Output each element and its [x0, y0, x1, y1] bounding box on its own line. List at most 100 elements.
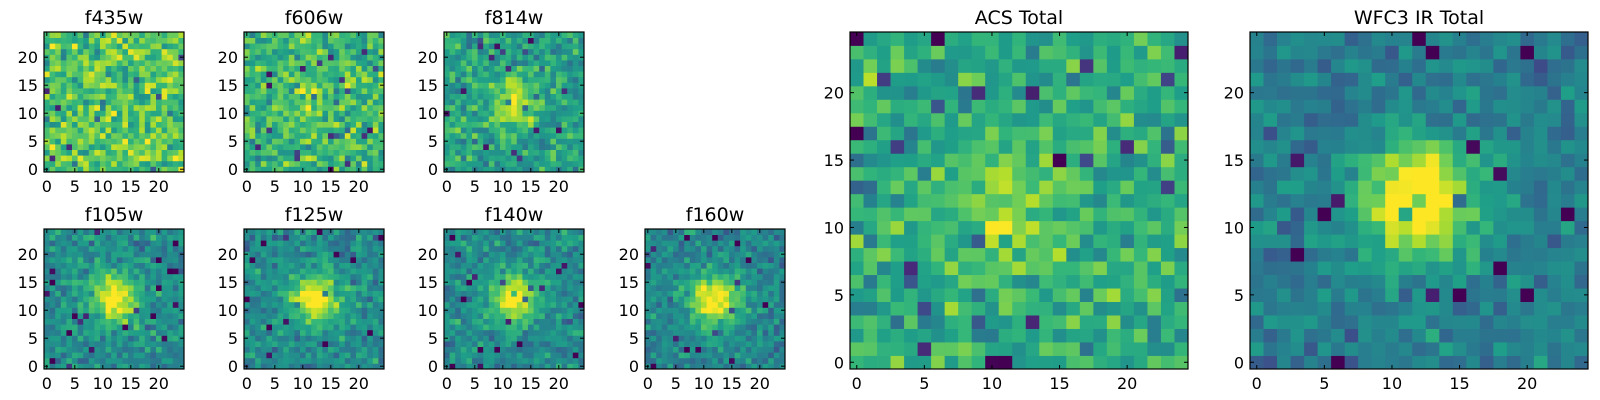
- heatmap-cell: [60, 82, 67, 89]
- heatmap-cell: [477, 268, 484, 275]
- heatmap-cell: [294, 93, 301, 100]
- heatmap-cell: [550, 335, 557, 342]
- heatmap-cell: [322, 166, 329, 173]
- heatmap-cell: [556, 155, 562, 162]
- heatmap-cell: [667, 301, 674, 308]
- heatmap-cell: [695, 341, 702, 347]
- heatmap-cell: [561, 54, 568, 61]
- heatmap-cell: [255, 132, 262, 139]
- heatmap-cell: [544, 71, 551, 78]
- heatmap-cell: [444, 290, 450, 297]
- heatmap-cell: [455, 76, 462, 83]
- heatmap-cell: [449, 37, 456, 44]
- heatmap-cell: [539, 48, 546, 55]
- heatmap-cell: [88, 273, 95, 280]
- heatmap-cell: [300, 324, 306, 331]
- heatmap-cell: [105, 43, 112, 50]
- heatmap-cell: [139, 296, 146, 303]
- heatmap-cell: [255, 329, 262, 336]
- heatmap-cell: [333, 160, 340, 167]
- heatmap-cell: [734, 279, 741, 286]
- heatmap-cell: [494, 149, 501, 156]
- heatmap-cell: [449, 71, 456, 78]
- heatmap-cell: [505, 296, 512, 303]
- heatmap-cell: [44, 318, 50, 325]
- heatmap-cell: [1079, 315, 1094, 329]
- heatmap-cell: [255, 251, 262, 258]
- heatmap-cell: [283, 116, 290, 122]
- heatmap-cell: [488, 48, 495, 55]
- heatmap-cell: [344, 257, 351, 263]
- heatmap-cell: [339, 54, 346, 61]
- heatmap-cell: [344, 279, 351, 286]
- heatmap-cell: [156, 37, 162, 44]
- heatmap-cell: [455, 65, 462, 72]
- heatmap-cell: [272, 352, 278, 359]
- heatmap-cell: [60, 245, 67, 252]
- heatmap-cell: [361, 324, 368, 331]
- heatmap-cell: [49, 127, 56, 134]
- heatmap-cell: [751, 245, 758, 252]
- heatmap-cell: [49, 268, 56, 275]
- heatmap-cell: [77, 121, 84, 128]
- heatmap-cell: [533, 65, 540, 72]
- heatmap-cell: [328, 155, 334, 162]
- heatmap-cell: [156, 346, 162, 353]
- heatmap-cell: [316, 71, 323, 78]
- heatmap-cell: [150, 301, 157, 308]
- heatmap-cell: [550, 37, 557, 44]
- heatmap-cell: [958, 288, 973, 302]
- heatmap-cell: [344, 48, 351, 55]
- heatmap-cell: [116, 357, 123, 364]
- heatmap-cell: [311, 290, 318, 297]
- heatmap-cell: [544, 251, 551, 258]
- heatmap-cell: [372, 234, 379, 241]
- heatmap-cell: [116, 54, 123, 61]
- heatmap-cell: [322, 307, 329, 314]
- heatmap-cell: [116, 296, 123, 303]
- heatmap-cell: [455, 60, 462, 66]
- heatmap-cell: [466, 144, 473, 150]
- heatmap-cell: [288, 251, 295, 258]
- heatmap-cell: [539, 138, 546, 145]
- heatmap-cell: [288, 296, 295, 303]
- heatmap-cell: [740, 352, 747, 359]
- heatmap-cell: [528, 60, 534, 66]
- heatmap-cell: [328, 329, 334, 336]
- heatmap-cell: [472, 138, 478, 145]
- heatmap-cell: [94, 54, 101, 61]
- heatmap-cell: [339, 245, 346, 252]
- heatmap-cell: [762, 301, 769, 308]
- heatmap-cell: [356, 357, 362, 364]
- heatmap-cell: [712, 324, 719, 331]
- heatmap-cell: [528, 257, 534, 263]
- heatmap-cell: [505, 262, 512, 269]
- heatmap-cell: [144, 76, 151, 83]
- heatmap-cell: [105, 329, 112, 336]
- heatmap-cell: [650, 341, 657, 347]
- heatmap-cell: [266, 71, 273, 78]
- heatmap-cell: [311, 229, 318, 235]
- heatmap-cell: [717, 335, 724, 342]
- heatmap-cell: [305, 93, 312, 100]
- heatmap-cell: [60, 166, 67, 173]
- heatmap-cell: [178, 341, 185, 347]
- heatmap-cell: [673, 279, 679, 286]
- heatmap-cell: [505, 279, 512, 286]
- heatmap-cell: [378, 121, 385, 128]
- heatmap-cell: [958, 180, 973, 195]
- heatmap-cell: [717, 329, 724, 336]
- heatmap-cell: [116, 149, 123, 156]
- heatmap-cell: [477, 341, 484, 347]
- heatmap-cell: [161, 82, 168, 89]
- heatmap-cell: [561, 301, 568, 308]
- heatmap-cell: [516, 144, 523, 150]
- heatmap-cell: [678, 313, 685, 319]
- heatmap-cell: [689, 285, 696, 291]
- heatmap-cell: [83, 99, 90, 106]
- heatmap-cell: [322, 324, 329, 331]
- heatmap-cell: [116, 307, 123, 314]
- heatmap-cell: [1093, 288, 1108, 302]
- heatmap-cell: [72, 318, 78, 325]
- heatmap-cell: [66, 245, 73, 252]
